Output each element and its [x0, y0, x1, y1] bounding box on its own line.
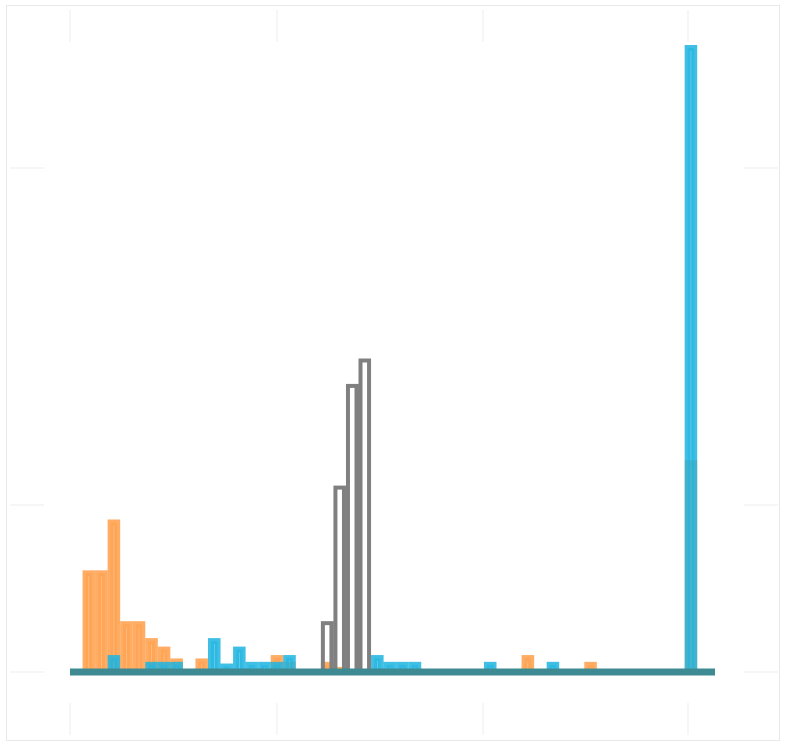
series-2 [320, 358, 372, 674]
bar-series0-0 [82, 570, 96, 676]
bar-series1-4 [207, 638, 221, 675]
histogram-series [82, 45, 698, 676]
bar-series2-2 [345, 383, 359, 673]
bar-series2-3 [358, 358, 372, 673]
bar-series0-3 [120, 621, 133, 676]
bar-series0-1 [95, 570, 108, 676]
series-0 [82, 460, 698, 676]
bar-series0-2 [107, 519, 121, 676]
chart-frame [6, 5, 780, 741]
series-1 [107, 45, 698, 676]
bar-series1-17 [684, 45, 698, 675]
grid-ticks [10, 10, 778, 735]
bar-series0-4 [132, 621, 146, 676]
bar-series2-1 [333, 485, 346, 674]
